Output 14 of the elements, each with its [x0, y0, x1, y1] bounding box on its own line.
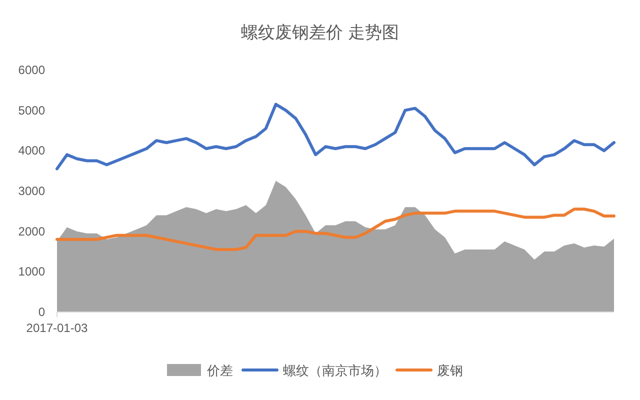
y-tick-label: 2000: [18, 224, 46, 238]
x-tick-label: 2017-01-03: [26, 321, 88, 335]
legend-label: 螺纹（南京市场）: [283, 363, 387, 378]
chart-title: 螺纹废钢差价 走势图: [241, 23, 399, 42]
y-tick-label: 0: [38, 305, 46, 319]
legend-label: 废钢: [437, 363, 463, 378]
y-tick-label: 5000: [18, 103, 46, 118]
y-tick-label: 4000: [18, 144, 46, 158]
line-series: [56, 208, 616, 251]
y-tick-label: 1000: [18, 264, 46, 279]
y-tick-label: 6000: [18, 63, 46, 77]
legend-label: 价差: [206, 363, 233, 378]
y-tick-label: 3000: [18, 184, 46, 198]
line-series: [56, 102, 616, 170]
